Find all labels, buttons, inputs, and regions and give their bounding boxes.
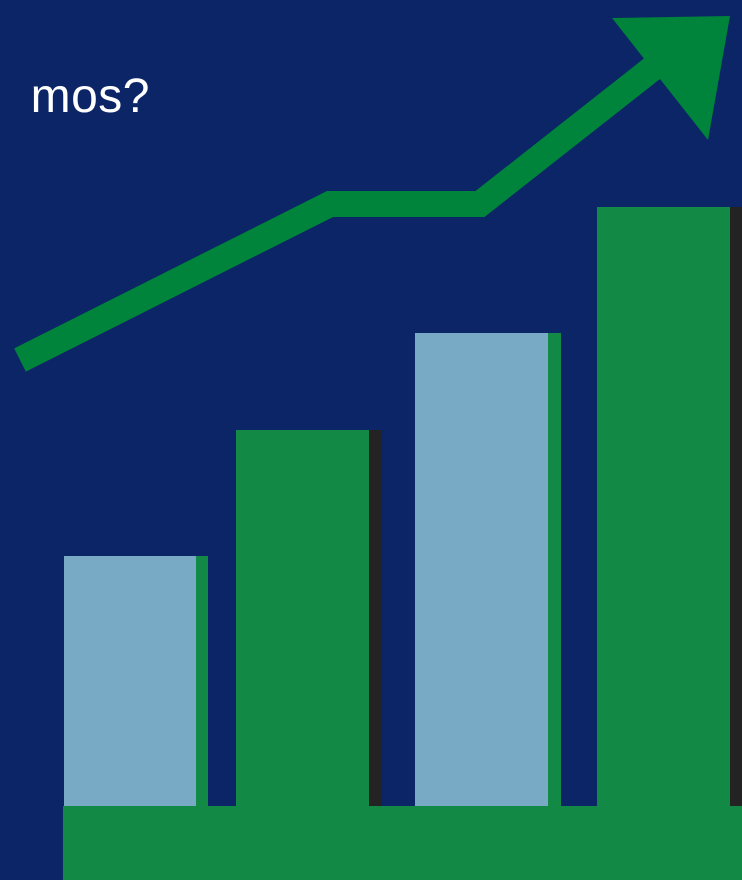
bar-3	[415, 333, 548, 808]
chart-base	[63, 806, 742, 880]
page-heading: mos?	[0, 62, 200, 132]
bar-2-edge	[369, 430, 382, 808]
heading-text: mos?	[30, 70, 150, 123]
bar-4	[597, 207, 730, 808]
bar-3-edge	[548, 333, 561, 808]
bar-1-edge	[196, 556, 208, 808]
bar-2	[236, 430, 369, 808]
trend-arrow-icon	[14, 16, 730, 372]
trend-arrow-head	[612, 16, 730, 140]
bar-4-edge	[730, 207, 742, 808]
bar-1	[64, 556, 196, 808]
trend-arrow-line	[14, 53, 667, 372]
bars-group	[64, 207, 742, 808]
